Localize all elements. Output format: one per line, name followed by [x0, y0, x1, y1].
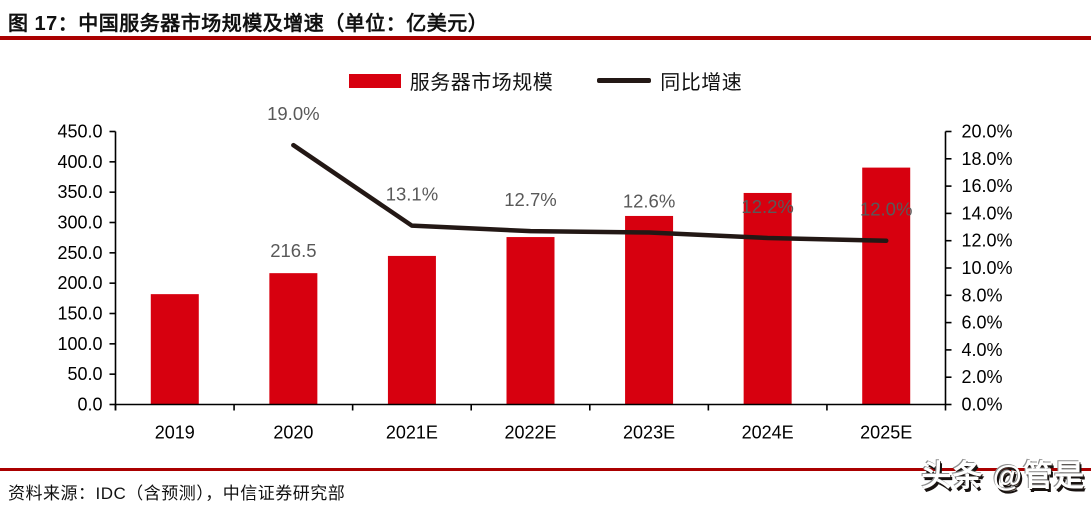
legend-item-line-series: 同比增速 — [597, 66, 742, 95]
left-axis-tick-label: 400.0 — [57, 152, 102, 172]
legend-item-bar-series: 服务器市场规模 — [348, 66, 554, 95]
growth-line — [291, 142, 889, 243]
left-axis-tick-label: 450.0 — [57, 122, 102, 142]
right-axis-tick-label: 20.0% — [962, 122, 1013, 142]
chart-svg: 0.0 50.0 100.0 150.0 200.0 250.0 300.0 350.0 400… — [57, 103, 1013, 443]
left-axis-tick-label: 350.0 — [57, 182, 102, 202]
legend-bar-label: 服务器市场规模 — [409, 72, 554, 94]
right-axis-tick-label: 4.0% — [962, 340, 1003, 360]
left-axis-tick-label: 300.0 — [57, 213, 102, 233]
bar-2022E — [506, 237, 555, 405]
left-axis-tick-label: 250.0 — [57, 243, 102, 263]
right-axis-tick-label: 12.0% — [962, 231, 1013, 251]
bar-2020 — [269, 273, 318, 405]
bar-2023E — [625, 215, 674, 405]
bar-2024E — [743, 192, 792, 405]
right-axis-tick-label: 14.0% — [962, 203, 1013, 223]
watermark: 头条 @管是 — [921, 460, 1085, 493]
right-axis-tick-label: 16.0% — [962, 176, 1013, 196]
line-data-label: 13.1% — [386, 184, 438, 205]
line-data-label: 12.6% — [623, 191, 675, 212]
line-data-label: 12.0% — [860, 199, 912, 220]
line-data-label: 12.2% — [741, 196, 793, 217]
bar-2019 — [150, 294, 199, 405]
right-axis-tick-label: 2.0% — [962, 367, 1003, 387]
x-axis-category-label: 2020 — [273, 423, 313, 443]
right-axis-tick-label: 0.0% — [962, 395, 1003, 415]
right-axis-tick-label: 18.0% — [962, 149, 1013, 169]
x-axis-category-label: 2023E — [623, 423, 675, 443]
chart-legend: 服务器市场规模 同比增速 — [0, 66, 1091, 95]
right-axis-tick-label: 8.0% — [962, 285, 1003, 305]
title-rule — [0, 36, 1091, 40]
left-axis-tick-label: 200.0 — [57, 273, 102, 293]
figure-title: 图 17：中国服务器市场规模及增速（单位：亿美元） — [8, 13, 489, 35]
bar-2021E — [387, 255, 436, 405]
right-axis-tick-label: 10.0% — [962, 258, 1013, 278]
bar-2025E — [862, 167, 911, 405]
x-axis-category-label: 2019 — [155, 423, 195, 443]
line-series-swatch-icon — [597, 78, 652, 83]
x-axis-category-label: 2024E — [742, 423, 794, 443]
bar-data-label: 216.5 — [270, 240, 316, 261]
legend-line-label: 同比增速 — [660, 72, 743, 94]
right-axis-tick-label: 6.0% — [962, 313, 1003, 333]
x-axis-category-label: 2025E — [860, 423, 912, 443]
left-axis-tick-label: 0.0 — [77, 395, 102, 415]
source-note: 资料来源：IDC（含预测），中信证券研究部 — [8, 484, 346, 503]
bar-series-swatch-icon — [348, 73, 401, 88]
x-axis-category-label: 2021E — [386, 423, 438, 443]
footer-rule — [0, 468, 1091, 471]
line-data-label: 19.0% — [267, 103, 319, 124]
line-data-label: 12.7% — [504, 189, 556, 210]
left-axis-tick-label: 100.0 — [57, 334, 102, 354]
left-axis-tick-label: 150.0 — [57, 304, 102, 324]
x-axis-category-label: 2022E — [504, 423, 556, 443]
left-axis-tick-label: 50.0 — [67, 364, 102, 384]
